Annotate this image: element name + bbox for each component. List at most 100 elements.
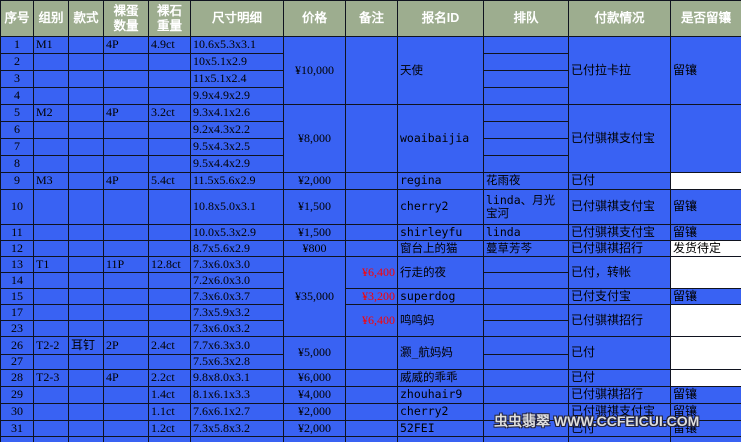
cell-egg-count[interactable] [103,304,149,321]
cell-queue[interactable] [483,304,569,321]
cell-signup-id[interactable]: 天使 [397,36,484,105]
cell-queue[interactable]: 蔓草芳芩 [483,240,569,257]
cell-size[interactable]: 7.3x6.0x3.0 [190,256,284,273]
cell-size[interactable]: 10.0x5.3x2.9 [190,224,284,241]
cell-group[interactable] [33,354,69,370]
cell-style[interactable] [68,70,104,88]
cell-price[interactable]: ¥2,000 [283,420,346,437]
cell-egg-count[interactable] [103,70,149,88]
cell-style[interactable] [68,369,104,387]
cell-size[interactable]: 11.5x5.6x2.9 [190,172,284,190]
cell-style[interactable] [68,138,104,156]
cell-stone-weight[interactable] [148,436,191,442]
cell-keep-setting[interactable]: 留镶 [670,403,741,421]
cell-egg-count[interactable]: 4P [103,104,149,122]
header-egg-count[interactable]: 裸蛋 数量 [103,0,149,37]
cell-queue[interactable] [483,36,569,54]
cell-group[interactable] [33,189,69,225]
cell-remark[interactable]: ¥3,200 [345,288,398,305]
cell-keep-setting[interactable]: 留镶 [670,224,741,241]
cell-group[interactable]: M1 [33,36,69,54]
cell-signup-id[interactable]: 灏_航妈妈 [397,336,484,370]
cell-egg-count[interactable] [103,87,149,105]
header-group[interactable]: 组别 [33,0,69,37]
cell-signup-id[interactable]: 52FEI [397,420,484,437]
cell-remark[interactable] [345,172,398,190]
cell-stone-weight[interactable]: 5.4ct [148,172,191,190]
cell-style[interactable] [68,320,104,337]
cell-size[interactable]: 7.3x5.8x3.2 [190,420,284,437]
cell-remark[interactable] [345,336,398,370]
cell-size[interactable]: 9.5x4.3x2.5 [190,138,284,156]
cell-egg-count[interactable] [103,386,149,404]
cell-group[interactable] [33,272,69,289]
cell-price[interactable]: ¥2,000 [283,403,346,421]
cell-style[interactable] [68,240,104,257]
cell-price[interactable]: ¥6,000 [283,369,346,387]
cell-keep-setting[interactable] [670,336,741,370]
cell-stone-weight[interactable]: 2.4ct [148,336,191,355]
cell-signup-id[interactable]: cherry2 [397,189,484,225]
cell-queue[interactable] [483,288,569,305]
cell-egg-count[interactable] [103,53,149,71]
cell-remark[interactable] [345,240,398,257]
cell-size[interactable]: 7.6x6.1x2.7 [190,403,284,421]
cell-serial[interactable]: 26 [0,336,34,355]
cell-signup-id[interactable]: cherry2 [397,403,484,421]
cell-payment[interactable]: 已付骐祺支付宝 [568,189,671,225]
cell-group[interactable]: M3 [33,172,69,190]
cell-keep-setting[interactable] [670,256,741,289]
cell-stone-weight[interactable] [148,189,191,225]
cell-group[interactable] [33,155,69,173]
cell-group[interactable] [33,403,69,421]
cell-stone-weight[interactable] [148,304,191,321]
cell-price[interactable]: ¥8,000 [283,104,346,173]
cell-queue[interactable] [483,87,569,105]
cell-queue[interactable] [483,386,569,404]
cell-size[interactable]: 7.5x6.3x2.8 [190,354,284,370]
cell-stone-weight[interactable] [148,272,191,289]
header-size[interactable]: 尺寸明细 [190,0,284,37]
cell-group[interactable] [33,224,69,241]
cell-payment[interactable]: 已付 [568,420,671,437]
cell-payment[interactable]: 已付，转帐 [568,256,671,289]
cell-payment[interactable]: 已付 [568,369,671,387]
cell-stone-weight[interactable]: 1.4ct [148,386,191,404]
cell-stone-weight[interactable] [148,354,191,370]
cell-group[interactable]: T2-2 [33,336,69,355]
cell-payment[interactable]: 已付骐祺支付宝 [568,224,671,241]
cell-stone-weight[interactable] [148,288,191,305]
cell-keep-setting[interactable] [670,304,741,337]
cell-price[interactable]: ¥35,000 [283,256,346,337]
cell-style[interactable] [68,87,104,105]
cell-egg-count[interactable] [103,288,149,305]
cell-serial[interactable]: 15 [0,288,34,305]
cell-serial[interactable]: 1 [0,36,34,54]
cell-price[interactable] [283,436,346,442]
cell-size[interactable]: 7.3x6.0x3.7 [190,288,284,305]
cell-payment[interactable]: 已付骐祺招行 [568,304,671,337]
cell-group[interactable]: M2 [33,104,69,122]
cell-size[interactable]: 8.1x6.1x3.3 [190,386,284,404]
cell-remark[interactable]: ¥6,400 [345,256,398,289]
cell-queue[interactable]: 花雨夜 [483,172,569,190]
cell-style[interactable] [68,256,104,273]
cell-keep-setting[interactable] [670,172,741,190]
cell-signup-id[interactable]: shirleyfu [397,224,484,241]
cell-egg-count[interactable]: 4P [103,36,149,54]
cell-price[interactable]: ¥10,000 [283,36,346,105]
cell-egg-count[interactable] [103,436,149,442]
cell-queue[interactable] [483,320,569,337]
cell-size[interactable]: 10.8x5.0x3.1 [190,189,284,225]
cell-egg-count[interactable] [103,121,149,139]
header-remark[interactable]: 备注 [345,0,398,37]
cell-style[interactable] [68,189,104,225]
cell-egg-count[interactable] [103,354,149,370]
cell-style[interactable] [68,155,104,173]
cell-queue[interactable]: linda [483,224,569,241]
cell-style[interactable] [68,436,104,442]
cell-stone-weight[interactable] [148,240,191,257]
cell-serial[interactable]: 5 [0,104,34,122]
cell-stone-weight[interactable]: 2.2ct [148,369,191,387]
cell-size[interactable]: 8.7x5.6x2.9 [190,240,284,257]
